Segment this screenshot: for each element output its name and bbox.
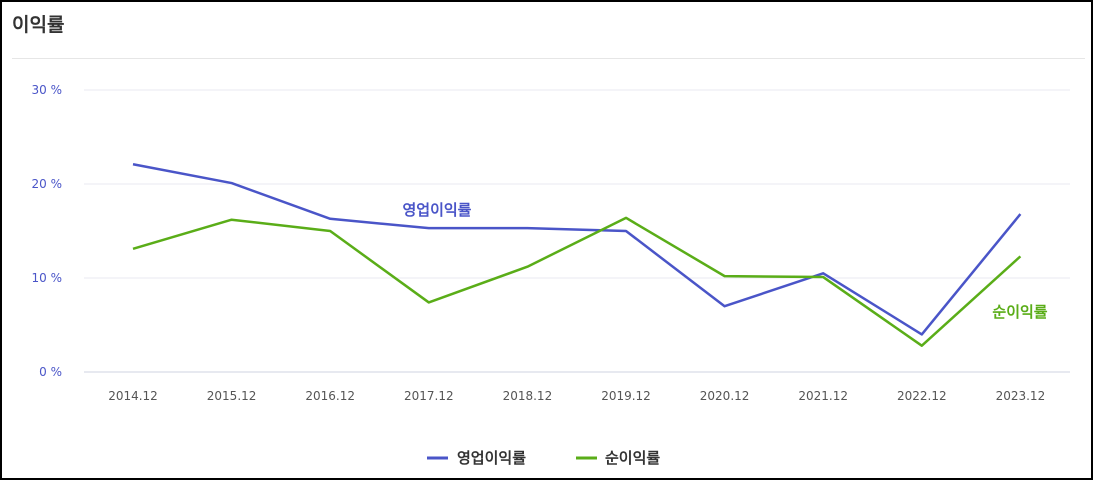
x-tick-label: 2023.12 [996,389,1046,403]
x-tick-label: 2022.12 [897,389,947,403]
x-tick-label: 2016.12 [305,389,355,403]
title-divider [12,58,1085,59]
y-tick-label: 30 % [32,83,63,97]
series-label-operating-margin: 영업이익률 [402,201,471,219]
x-tick-label: 2014.12 [108,389,158,403]
y-axis-ticks: 0 % 10 % 20 % 30 % [32,83,63,379]
x-tick-label: 2015.12 [207,389,257,403]
y-tick-label: 10 % [32,271,63,285]
series-line-net-margin [132,216,1022,347]
legend-label-net-margin: 순이익률 [605,449,660,467]
x-axis-ticks: 2014.12 2015.12 2016.12 2017.12 2018.12 2019.… [108,389,1045,403]
chart-title: 이익률 [12,14,65,36]
y-tick-label: 0 % [39,365,62,379]
y-tick-label: 20 % [32,177,63,191]
legend-item-operating-margin[interactable]: 영업이익률 [427,449,526,467]
gridlines [84,89,1070,373]
series-line-operating-margin [132,163,1022,336]
x-tick-label: 2021.12 [798,389,848,403]
x-tick-label: 2017.12 [404,389,454,403]
series-lines [132,163,1022,347]
series-label-net-margin: 순이익률 [992,303,1047,321]
legend-label-operating-margin: 영업이익률 [457,449,526,467]
legend-item-net-margin[interactable]: 순이익률 [576,449,660,467]
x-tick-label: 2018.12 [503,389,553,403]
x-tick-label: 2019.12 [601,389,651,403]
legend: 영업이익률 순이익률 [427,449,660,467]
x-tick-label: 2020.12 [700,389,750,403]
